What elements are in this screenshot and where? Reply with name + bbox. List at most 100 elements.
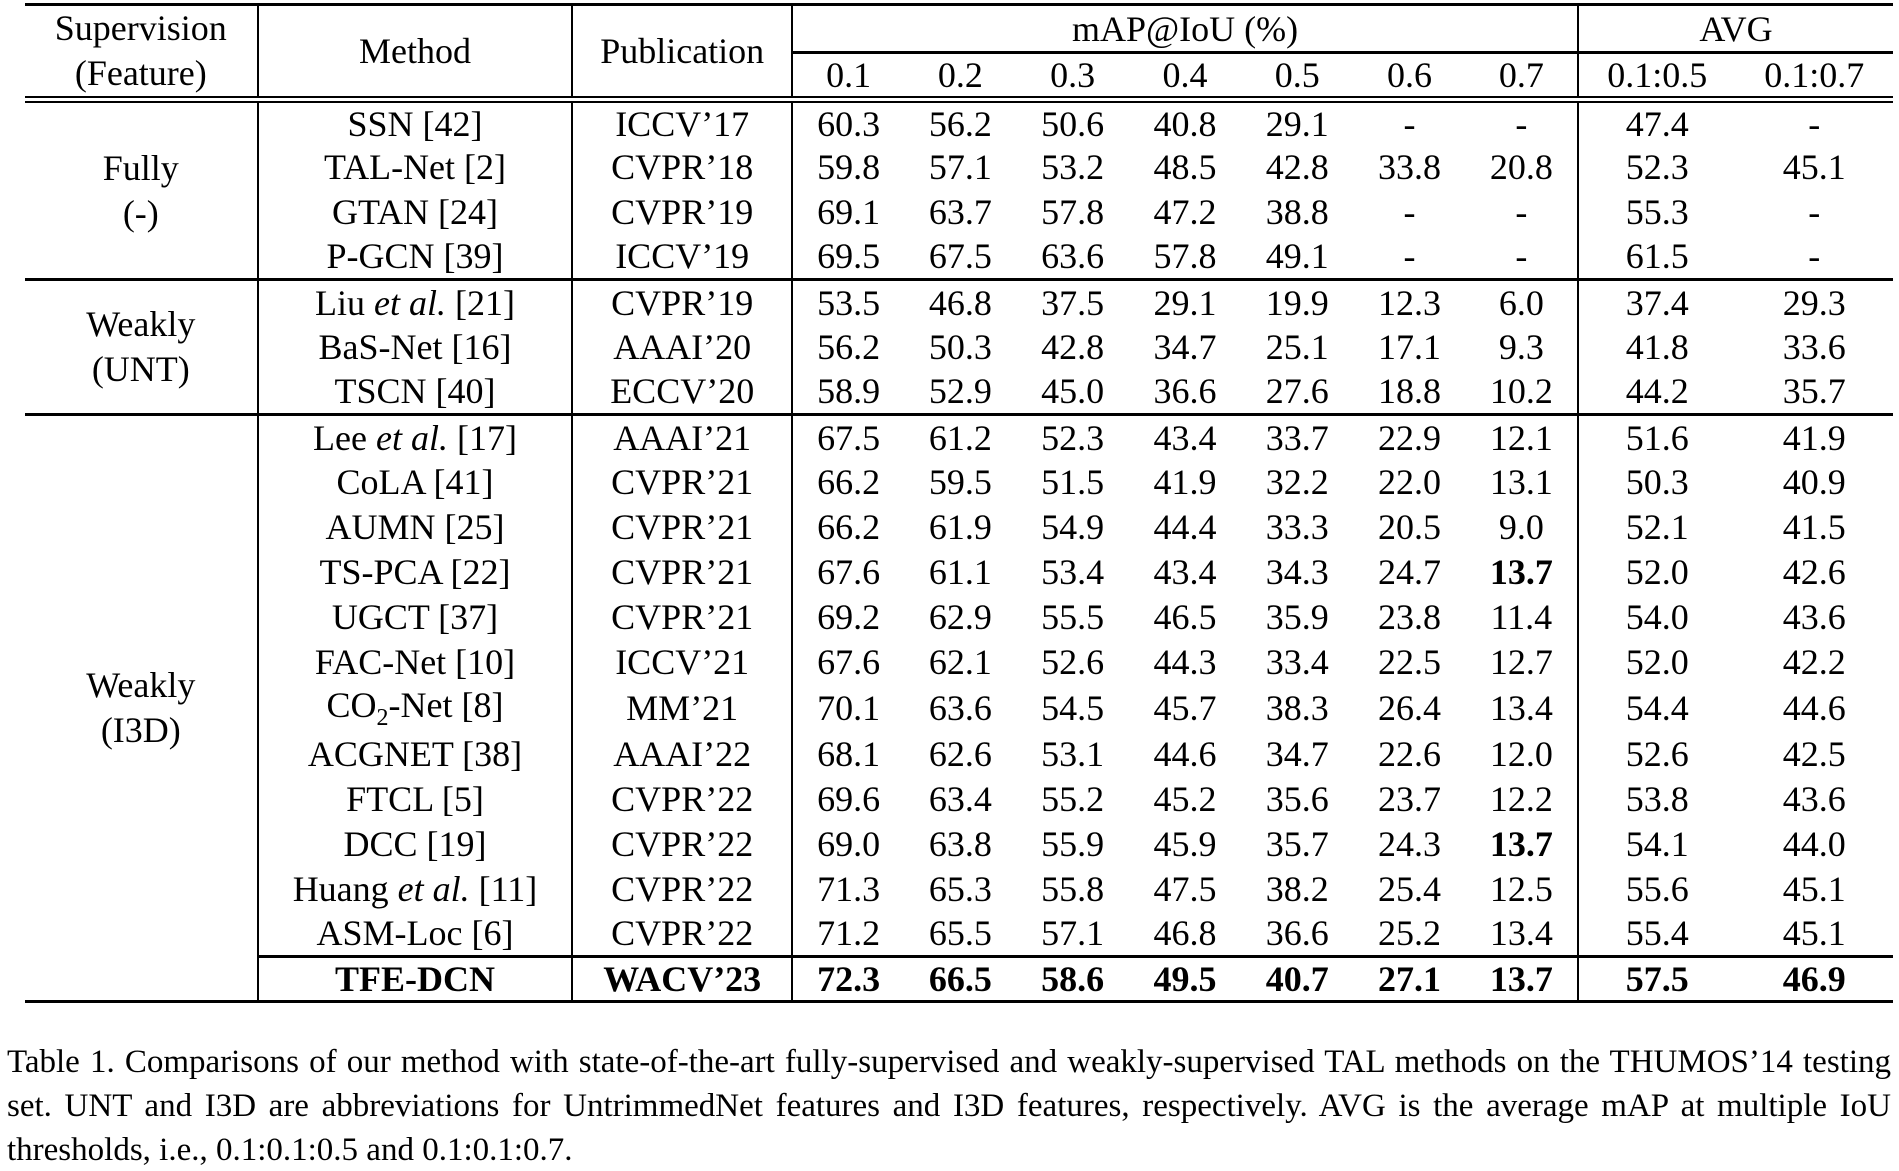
map-value-cell: 20.5 xyxy=(1378,506,1442,547)
map-value-cell: 69.2 xyxy=(817,596,881,637)
map-value-cell: 58.9 xyxy=(791,369,905,416)
table-row: Fully (-) SSN [42] ICCV’17 60.3 56.2 50.6 40.8… xyxy=(25,99,1893,281)
map-value-cell: 13.1 xyxy=(1465,459,1580,505)
table-row: Weakly (I3D) Lee et al. [17] AAAI’21 67.5 61… xyxy=(25,414,1893,1002)
map-value-cell: 56.2 xyxy=(928,103,992,144)
publication-cell: ICCV’19 xyxy=(572,234,793,281)
avg-value-cell: 35.7 xyxy=(1735,369,1893,416)
table-row: AUMN [25] CVPR’21 66.2 61.9 54.9 44.4 33.3 20.5… xyxy=(25,504,1893,550)
method-cell: TAL-Net [2] xyxy=(257,144,574,190)
method-cell: CoLA [41] xyxy=(257,459,574,505)
table-body: Fully (-) SSN [42] ICCV’17 60.3 56.2 50.6 40.8… xyxy=(25,99,1893,1002)
map-value-cell: 13.7 xyxy=(1465,955,1580,1002)
avg-value-cell: 51.6 xyxy=(1625,417,1689,458)
map-value-cell: 12.3 xyxy=(1378,282,1442,323)
map-value-cell: 55.2 xyxy=(1041,778,1105,819)
publication-cell: CVPR’22 xyxy=(572,866,793,912)
map-value-cell: 52.3 xyxy=(1041,417,1105,458)
publication-cell: CVPR’19 xyxy=(572,279,793,325)
publication-cell: CVPR’21 xyxy=(572,549,793,595)
map-value-cell: 67.6 xyxy=(817,551,881,592)
map-value-cell: 13.7 xyxy=(1465,821,1580,867)
map-value-cell: 41.9 xyxy=(1153,461,1217,502)
avg-value-cell: 52.6 xyxy=(1625,733,1689,774)
table-row: P-GCN [39] ICCV’19 69.5 67.5 63.6 57.8 49.1- -6… xyxy=(25,234,1893,281)
supervision-cell: Weakly (UNT) xyxy=(25,279,259,416)
map-value-cell: 45.2 xyxy=(1153,778,1217,819)
map-value-cell: 62.1 xyxy=(928,641,992,682)
map-value-cell: 42.8 xyxy=(1265,146,1329,187)
map-value-cell: 48.5 xyxy=(1153,146,1217,187)
map-value-cell: 57.1 xyxy=(928,146,992,187)
avg-value-cell: 61.5 xyxy=(1578,234,1736,281)
header-iou-0.3: 0.3 xyxy=(1016,52,1129,103)
map-value-cell: 12.0 xyxy=(1465,731,1580,777)
map-value-cell: 24.3 xyxy=(1378,823,1442,864)
map-value-cell: 9.0 xyxy=(1465,504,1580,550)
header-avg-group: AVG xyxy=(1578,4,1893,55)
map-value-cell: 44.3 xyxy=(1153,641,1217,682)
map-value-cell: 38.8 xyxy=(1265,191,1329,232)
map-value-cell: 54.9 xyxy=(1041,506,1105,547)
map-value-cell: 66.5 xyxy=(904,955,1017,1002)
map-value-cell: 22.6 xyxy=(1378,733,1442,774)
map-value-cell: 22.9 xyxy=(1378,417,1442,458)
map-value-cell: 26.4 xyxy=(1378,687,1442,728)
map-value-cell: 36.6 xyxy=(1128,369,1242,416)
publication-cell: CVPR’22 xyxy=(572,911,793,957)
map-value-cell: 47.2 xyxy=(1153,191,1217,232)
map-value-cell: 69.0 xyxy=(817,823,881,864)
method-cell: CO2-Net [8] xyxy=(257,684,574,732)
map-value-cell: 34.7 xyxy=(1265,733,1329,774)
publication-cell: ECCV’20 xyxy=(572,369,793,416)
method-cell: BaS-Net [16] xyxy=(257,324,574,370)
header-supervision: Supervision (Feature) xyxy=(25,4,259,103)
results-table: Supervision (Feature) Method Publication… xyxy=(25,3,1893,1004)
map-value-cell: 59.5 xyxy=(928,461,992,502)
map-value-cell: 72.3 xyxy=(791,955,905,1002)
method-cell: TSCN [40] xyxy=(257,369,574,416)
map-value-cell: 40.7 xyxy=(1241,955,1354,1002)
map-value-cell: 32.2 xyxy=(1265,461,1329,502)
publication-cell: CVPR’21 xyxy=(572,594,793,640)
avg-value-cell: 52.3 xyxy=(1625,146,1689,187)
map-value-cell: 29.1 xyxy=(1153,282,1217,323)
map-value-cell: 45.0 xyxy=(1016,369,1129,416)
map-value-cell: 53.4 xyxy=(1041,551,1105,592)
map-value-cell: 33.3 xyxy=(1265,506,1329,547)
publication-cell: CVPR’22 xyxy=(572,821,793,867)
avg-value-cell: 43.6 xyxy=(1782,596,1846,637)
map-value-cell: 25.1 xyxy=(1265,326,1329,367)
method-cell: GTAN [24] xyxy=(257,189,574,235)
method-cell: DCC [19] xyxy=(257,821,574,867)
map-value-cell: 43.4 xyxy=(1153,551,1217,592)
map-value-cell: 19.9 xyxy=(1265,282,1329,323)
map-value-cell: 38.3 xyxy=(1265,687,1329,728)
avg-value-cell: 41.5 xyxy=(1782,506,1846,547)
table-row: TSCN [40] ECCV’20 58.9 52.9 45.0 36.6 27.6 18.8… xyxy=(25,369,1893,416)
map-value-cell: 53.1 xyxy=(1041,733,1105,774)
map-value-cell: 44.4 xyxy=(1153,506,1217,547)
map-value-cell: 35.9 xyxy=(1265,596,1329,637)
table-row: CO2-Net [8] MM’21 70.1 63.6 54.5 45.7 38.3 26.4… xyxy=(25,684,1893,732)
map-value-cell: 13.4 xyxy=(1465,911,1580,957)
publication-cell: ICCV’21 xyxy=(572,639,793,685)
map-value-cell: 34.7 xyxy=(1153,326,1217,367)
map-value-cell: - xyxy=(1465,189,1580,235)
method-cell: UGCT [37] xyxy=(257,594,574,640)
header-iou-0.5: 0.5 xyxy=(1241,52,1354,103)
header-iou-0.7: 0.7 xyxy=(1465,52,1580,103)
map-value-cell: 33.4 xyxy=(1265,641,1329,682)
avg-value-cell: 33.6 xyxy=(1782,326,1846,367)
avg-value-cell: 50.3 xyxy=(1625,461,1689,502)
map-value-cell: 62.6 xyxy=(928,733,992,774)
supervision-cell: Fully (-) xyxy=(25,99,259,281)
avg-value-cell: 46.9 xyxy=(1735,955,1893,1002)
publication-cell: ICCV’17 xyxy=(572,99,793,145)
map-value-cell: 17.1 xyxy=(1378,326,1442,367)
avg-value-cell: 54.1 xyxy=(1625,823,1689,864)
map-value-cell: 46.5 xyxy=(1153,596,1217,637)
table-row: TAL-Net [2] CVPR’18 59.8 57.1 53.2 48.5 42.8 33… xyxy=(25,144,1893,190)
map-value-cell: 38.2 xyxy=(1265,868,1329,909)
map-value-cell: 22.0 xyxy=(1378,461,1442,502)
